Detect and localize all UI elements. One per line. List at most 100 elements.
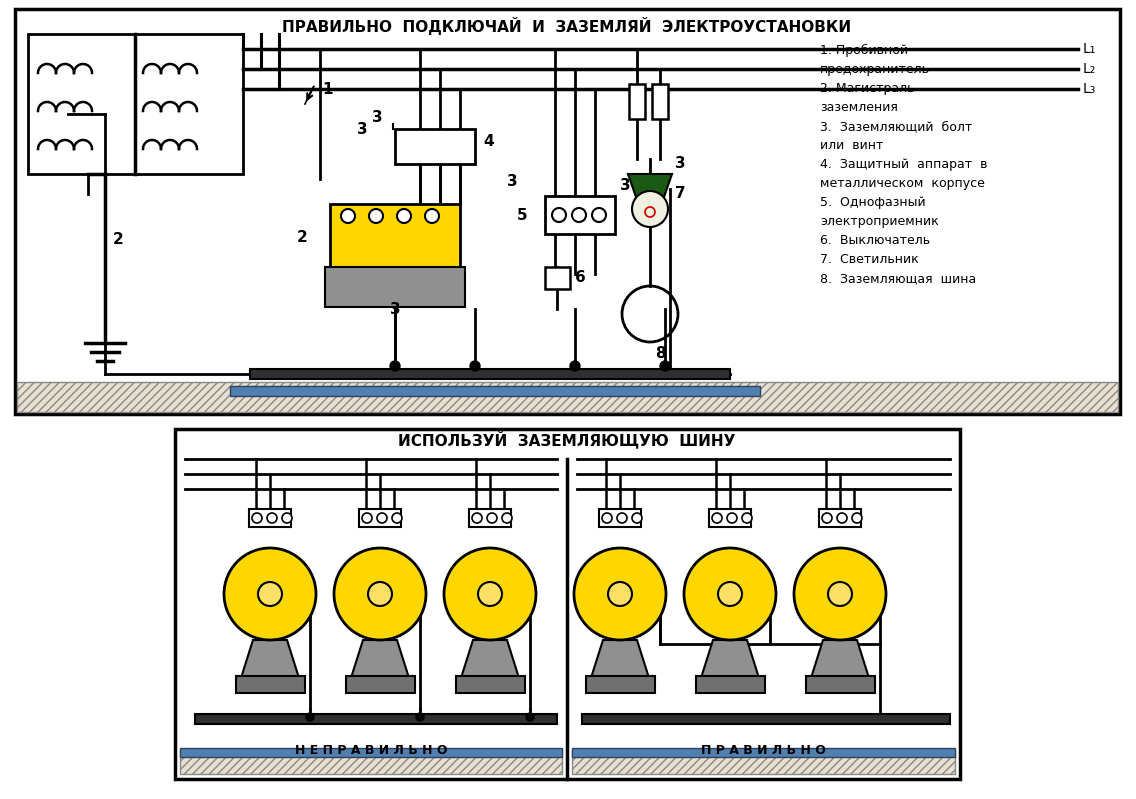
Circle shape bbox=[377, 513, 387, 523]
Text: L₁: L₁ bbox=[1083, 42, 1096, 56]
Bar bbox=[28, 34, 243, 174]
Text: 8.  Заземляющая  шина: 8. Заземляющая шина bbox=[820, 272, 976, 285]
Circle shape bbox=[852, 513, 862, 523]
Text: 3: 3 bbox=[357, 121, 368, 137]
Bar bbox=[236, 676, 304, 693]
Circle shape bbox=[425, 209, 438, 223]
Circle shape bbox=[712, 513, 722, 523]
Text: предохранитель: предохранитель bbox=[820, 63, 930, 76]
Text: 3: 3 bbox=[373, 109, 383, 125]
Bar bbox=[15, 9, 1120, 414]
Bar bbox=[545, 196, 615, 234]
Polygon shape bbox=[811, 640, 869, 678]
Text: 7: 7 bbox=[675, 186, 686, 201]
Text: 2. Магистраль: 2. Магистраль bbox=[820, 82, 914, 95]
Text: 6.  Выключатель: 6. Выключатель bbox=[820, 234, 930, 247]
Bar bbox=[175, 429, 960, 779]
Circle shape bbox=[444, 548, 536, 640]
Polygon shape bbox=[461, 640, 519, 678]
Bar bbox=[456, 676, 525, 693]
Text: П Р А В И Л Ь Н О: П Р А В И Л Ь Н О bbox=[701, 745, 826, 757]
Bar bbox=[696, 676, 765, 693]
Circle shape bbox=[828, 582, 852, 606]
Circle shape bbox=[837, 513, 847, 523]
Circle shape bbox=[602, 513, 612, 523]
Bar bbox=[819, 509, 861, 527]
Bar bbox=[599, 509, 641, 527]
Bar bbox=[179, 748, 562, 757]
Bar bbox=[545, 267, 570, 289]
Circle shape bbox=[306, 713, 314, 721]
Bar bbox=[469, 509, 511, 527]
Text: 4.  Защитный  аппарат  в: 4. Защитный аппарат в bbox=[820, 158, 987, 171]
Bar bbox=[195, 714, 557, 724]
Circle shape bbox=[608, 582, 632, 606]
Circle shape bbox=[368, 582, 392, 606]
Text: заземления: заземления bbox=[820, 101, 897, 114]
Circle shape bbox=[369, 209, 383, 223]
Circle shape bbox=[470, 361, 481, 371]
Bar bbox=[325, 267, 465, 307]
Bar bbox=[395, 129, 475, 164]
Circle shape bbox=[574, 548, 666, 640]
Circle shape bbox=[822, 513, 832, 523]
Circle shape bbox=[742, 513, 752, 523]
Bar bbox=[179, 749, 562, 774]
Text: электроприемник: электроприемник bbox=[820, 215, 938, 228]
Text: металлическом  корпусе: металлическом корпусе bbox=[820, 177, 985, 190]
Circle shape bbox=[684, 548, 776, 640]
Bar bbox=[17, 382, 1118, 412]
Circle shape bbox=[252, 513, 262, 523]
Text: 8: 8 bbox=[655, 347, 666, 361]
Bar bbox=[359, 509, 401, 527]
Circle shape bbox=[224, 548, 316, 640]
Text: 3: 3 bbox=[675, 157, 686, 172]
Circle shape bbox=[362, 513, 371, 523]
Text: 6: 6 bbox=[575, 271, 586, 285]
Text: ПРАВИЛЬНО  ПОДКЛЮЧАЙ  И  ЗАЗЕМЛЯЙ  ЭЛЕКТРОУСТАНОВКИ: ПРАВИЛЬНО ПОДКЛЮЧАЙ И ЗАЗЕМЛЯЙ ЭЛЕКТРОУС… bbox=[283, 17, 852, 35]
Polygon shape bbox=[241, 640, 299, 678]
Text: 3: 3 bbox=[507, 173, 518, 189]
Text: 5.  Однофазный: 5. Однофазный bbox=[820, 196, 926, 209]
Circle shape bbox=[552, 208, 566, 222]
Polygon shape bbox=[701, 640, 759, 678]
Polygon shape bbox=[628, 174, 673, 197]
Text: 3: 3 bbox=[620, 178, 630, 193]
Circle shape bbox=[478, 582, 502, 606]
Text: 2: 2 bbox=[298, 229, 308, 244]
Circle shape bbox=[258, 582, 282, 606]
Circle shape bbox=[718, 582, 742, 606]
Bar bbox=[573, 749, 955, 774]
Text: L₃: L₃ bbox=[1083, 82, 1096, 96]
Circle shape bbox=[267, 513, 277, 523]
Text: Н Е П Р А В И Л Ь Н О: Н Е П Р А В И Л Ь Н О bbox=[294, 745, 448, 757]
Circle shape bbox=[573, 208, 586, 222]
Text: ИСПОЛЬЗУЙ  ЗАЗЕМЛЯЮЩУЮ  ШИНУ: ИСПОЛЬЗУЙ ЗАЗЕМЛЯЮЩУЮ ШИНУ bbox=[399, 430, 736, 448]
Circle shape bbox=[727, 513, 737, 523]
Text: 3.  Заземляющий  болт: 3. Заземляющий болт bbox=[820, 120, 972, 133]
Circle shape bbox=[471, 513, 482, 523]
Text: 1. Пробивной: 1. Пробивной bbox=[820, 44, 908, 57]
Circle shape bbox=[617, 513, 627, 523]
Polygon shape bbox=[591, 640, 649, 678]
Text: 1: 1 bbox=[321, 81, 333, 97]
Text: или  винт: или винт bbox=[820, 139, 884, 152]
Bar bbox=[807, 676, 875, 693]
Circle shape bbox=[334, 548, 426, 640]
Circle shape bbox=[341, 209, 354, 223]
Text: L₂: L₂ bbox=[1083, 62, 1096, 76]
Text: 4: 4 bbox=[483, 134, 494, 149]
Text: 3: 3 bbox=[390, 301, 400, 316]
Circle shape bbox=[570, 361, 580, 371]
Polygon shape bbox=[351, 640, 409, 678]
Bar bbox=[652, 84, 668, 119]
Circle shape bbox=[660, 361, 670, 371]
Bar bbox=[629, 84, 645, 119]
Circle shape bbox=[526, 713, 534, 721]
Circle shape bbox=[502, 513, 512, 523]
Bar bbox=[346, 676, 415, 693]
Bar bbox=[586, 676, 655, 693]
Bar bbox=[249, 509, 291, 527]
Circle shape bbox=[390, 361, 400, 371]
Text: 5: 5 bbox=[517, 208, 527, 222]
